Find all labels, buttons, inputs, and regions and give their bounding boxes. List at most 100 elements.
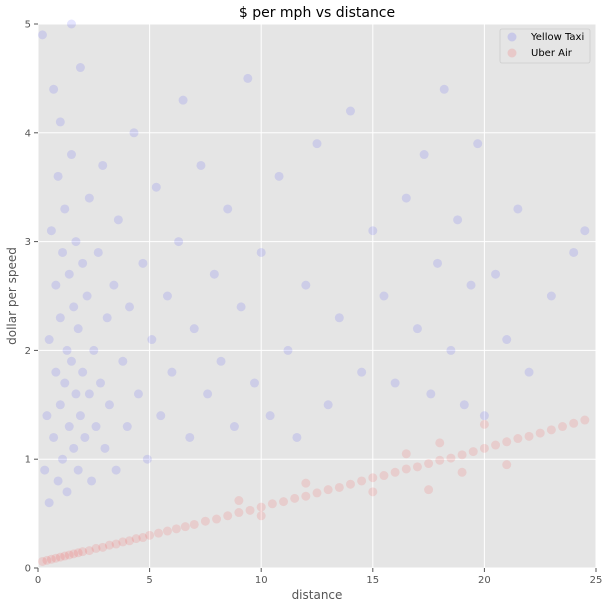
scatter-point (426, 389, 436, 399)
scatter-point (200, 516, 210, 526)
scatter-point (502, 335, 512, 345)
scatter-point (96, 378, 105, 388)
scatter-point (42, 555, 52, 565)
scatter-point (345, 106, 355, 116)
scatter-point (401, 449, 411, 459)
scatter-point (46, 554, 56, 564)
y-tick-label: 4 (25, 128, 31, 139)
scatter-point (102, 313, 112, 323)
scatter-point (46, 226, 56, 236)
scatter-point (446, 345, 456, 355)
scatter-point (256, 511, 266, 521)
plot-area (38, 24, 596, 568)
scatter-point (71, 237, 81, 247)
series-0 (37, 19, 590, 508)
scatter-point (479, 419, 489, 429)
scatter-point (93, 247, 103, 257)
scatter-point (89, 345, 99, 355)
scatter-point (58, 247, 68, 257)
scatter-point (78, 547, 88, 557)
legend-box (499, 28, 591, 64)
scatter-point (323, 485, 333, 495)
scatter-point (84, 193, 94, 203)
scatter-point (401, 464, 411, 474)
scatter-point (129, 128, 139, 138)
scatter-point (78, 367, 88, 377)
scatter-point (100, 443, 110, 453)
scatter-point (87, 476, 97, 486)
scatter-point (250, 378, 259, 388)
scatter-point (357, 367, 367, 377)
scatter-point (69, 302, 79, 312)
scatter-point (122, 422, 132, 432)
scatter-point (131, 534, 141, 544)
x-tick-label: 15 (366, 575, 379, 586)
scatter-point (55, 117, 65, 127)
scatter-point (49, 432, 59, 442)
scatter-point (75, 63, 85, 73)
scatter-point (75, 411, 85, 421)
scatter-point (243, 73, 253, 83)
scatter-point (334, 482, 344, 492)
scatter-point (334, 313, 344, 323)
x-axis-label: distance (292, 588, 343, 602)
scatter-point (44, 335, 54, 345)
scatter-point (546, 425, 556, 435)
scatter-point (55, 552, 65, 562)
scatter-point (118, 537, 128, 547)
scatter-point (142, 454, 152, 464)
scatter-point (180, 522, 190, 532)
scatter-point (446, 453, 456, 463)
legend: Yellow Taxi Uber Air (499, 28, 591, 64)
scatter-point (98, 542, 108, 552)
scatter-point (60, 378, 70, 388)
chart-title: $ per mph vs distance (239, 5, 395, 21)
scatter-point (69, 549, 79, 559)
scatter-point (312, 488, 322, 498)
scatter-point (40, 465, 50, 475)
legend-marker-yellow-taxi (507, 32, 517, 42)
scatter-point (267, 499, 277, 509)
scatter-point (178, 95, 188, 105)
y-tick-label: 3 (25, 237, 31, 248)
scatter-point (69, 443, 79, 453)
scatter-point (390, 467, 400, 477)
scatter-point (419, 150, 429, 160)
scatter-point (223, 204, 233, 214)
scatter-point (37, 30, 47, 40)
scatter-point (234, 508, 244, 518)
scatter-point (196, 160, 206, 170)
scatter-point (390, 378, 400, 388)
scatter-point (279, 497, 289, 507)
scatter-point (84, 389, 94, 399)
scatter-point (162, 291, 172, 301)
scatter-point (274, 171, 284, 181)
scatter-point (580, 415, 590, 425)
x-tick-label: 0 (35, 575, 41, 586)
scatter-point (513, 434, 523, 444)
scatter-point (535, 428, 545, 438)
scatter-point (189, 519, 199, 529)
scatter-point (491, 269, 501, 279)
scatter-point (453, 215, 463, 225)
scatter-point (229, 422, 239, 432)
scatter-point (424, 459, 434, 469)
scatter-point (203, 389, 213, 399)
scatter-point (357, 476, 367, 486)
scatter-point (71, 389, 81, 399)
scatter-point (109, 280, 119, 290)
scatter-point (66, 19, 76, 29)
scatter-point (98, 160, 108, 170)
scatter-point (185, 432, 195, 442)
scatter-point (82, 291, 92, 301)
scatter-point (55, 313, 65, 323)
scatter-point (457, 450, 467, 460)
scatter-point (368, 473, 378, 483)
scatter-point (256, 247, 266, 257)
scatter-point (62, 345, 72, 355)
scatter-point (78, 258, 88, 268)
scatter-point (64, 422, 74, 432)
scatter-point (51, 553, 61, 563)
scatter-point (167, 367, 177, 377)
scatter-point (66, 356, 76, 366)
